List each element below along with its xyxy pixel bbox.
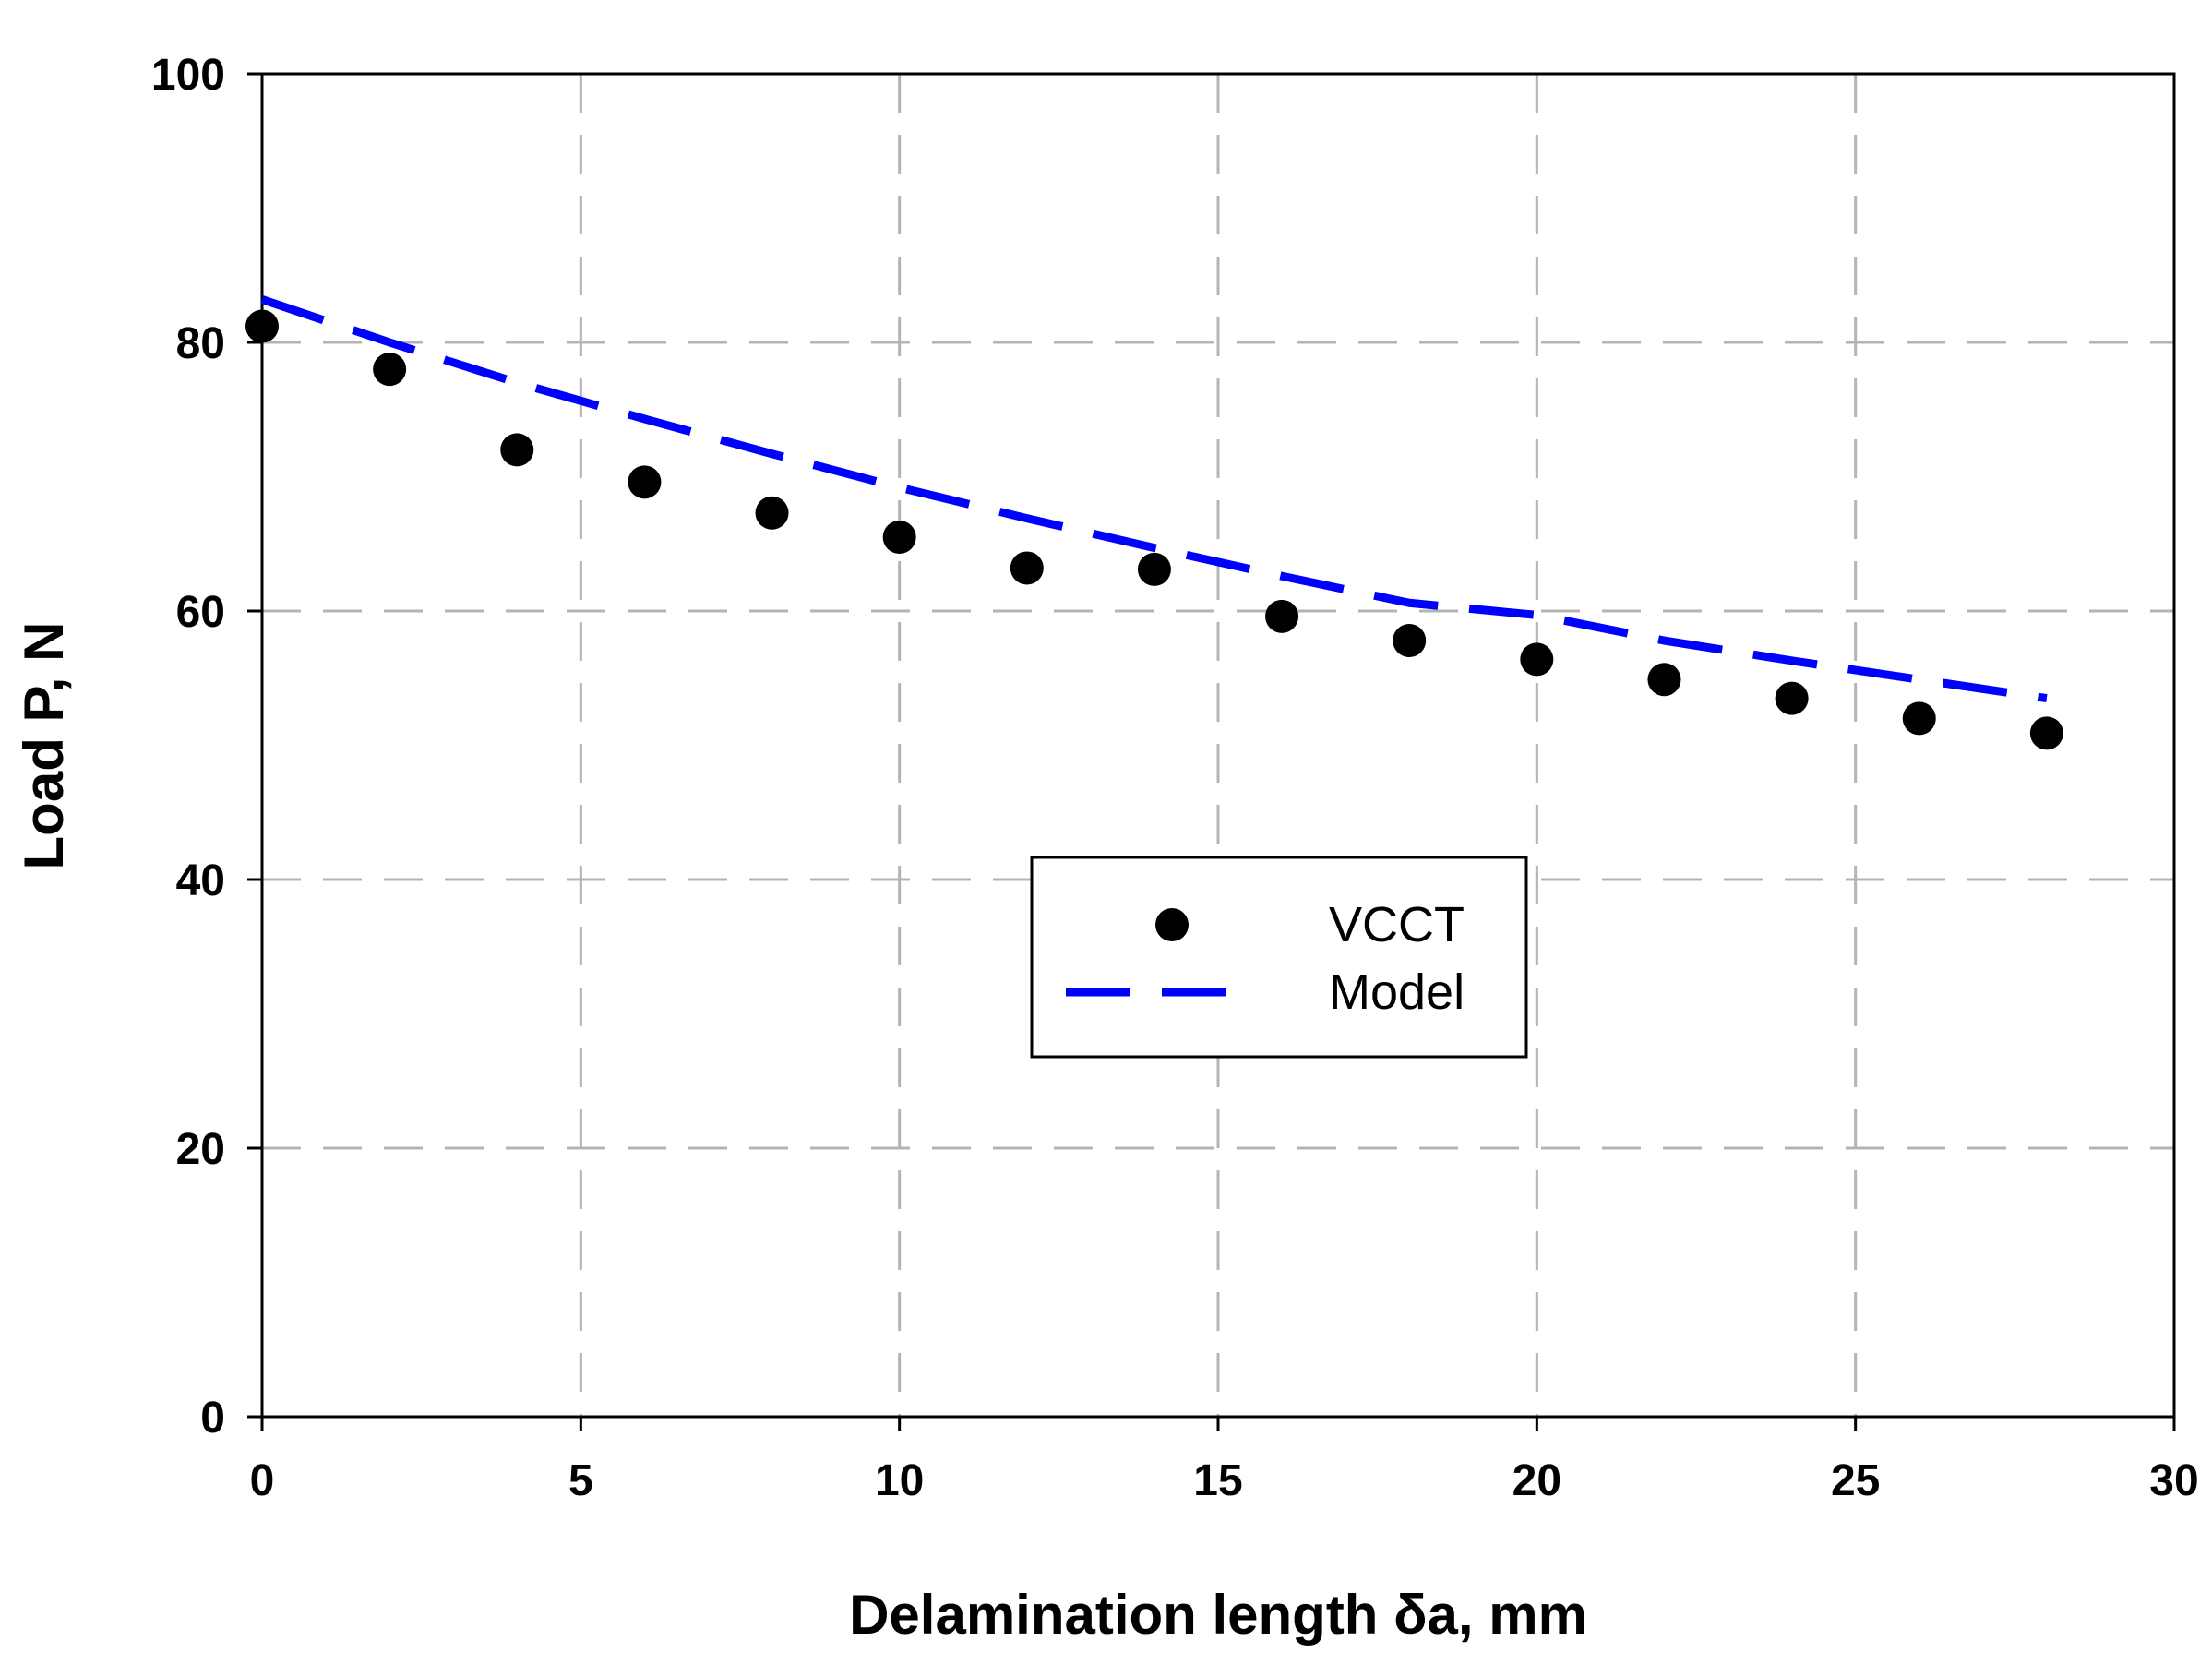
grid	[262, 74, 2174, 1417]
y-tick-label: 100	[151, 51, 225, 100]
y-tick-label: 60	[176, 588, 225, 637]
vcct-point	[1010, 551, 1044, 585]
x-tick-label: 0	[250, 1456, 275, 1505]
y-axis-title: Load P, N	[13, 622, 75, 870]
x-tick-label: 15	[1193, 1456, 1242, 1505]
x-tick-labels: 0 5 10 15 20 25 30	[250, 1456, 2199, 1505]
model-line	[260, 295, 2048, 703]
vcct-point	[245, 309, 279, 343]
y-tick-label: 0	[200, 1394, 225, 1443]
y-tick-label: 20	[176, 1125, 225, 1174]
x-tick-label: 5	[568, 1456, 593, 1505]
legend-box	[1030, 856, 1528, 1059]
vcct-point	[1265, 599, 1299, 633]
vcct-point	[1520, 642, 1554, 677]
legend: VCCT Model	[1030, 856, 1528, 1059]
vcct-point	[2029, 716, 2063, 750]
y-tick-label: 40	[176, 856, 225, 905]
vcct-point	[628, 465, 662, 499]
vcct-point	[1137, 552, 1171, 586]
y-tick-label: 80	[176, 319, 225, 368]
vcct-point	[500, 433, 534, 467]
x-tick-label: 30	[2149, 1456, 2198, 1505]
vcct-point	[755, 496, 789, 530]
vcct-point	[1647, 663, 1681, 697]
x-tick-label: 10	[875, 1456, 924, 1505]
axes	[247, 72, 2176, 1431]
vcct-series	[245, 309, 2063, 750]
vcct-point	[1393, 624, 1427, 658]
vcct-point	[1902, 701, 1936, 736]
legend-vcct-label: VCCT	[1329, 897, 1465, 952]
model-series	[260, 295, 2048, 703]
legend-model-label: Model	[1329, 964, 1465, 1020]
vcct-point	[373, 353, 407, 387]
legend-vcct-marker	[1155, 908, 1189, 941]
vcct-point	[1775, 681, 1809, 715]
y-tick-labels: 0 20 40 60 80 100	[151, 51, 225, 1443]
vcct-point	[882, 520, 916, 554]
x-tick-label: 25	[1831, 1456, 1880, 1505]
x-tick-label: 20	[1513, 1456, 1561, 1505]
x-axis-title: Delamination length δa, mm	[849, 1584, 1587, 1646]
